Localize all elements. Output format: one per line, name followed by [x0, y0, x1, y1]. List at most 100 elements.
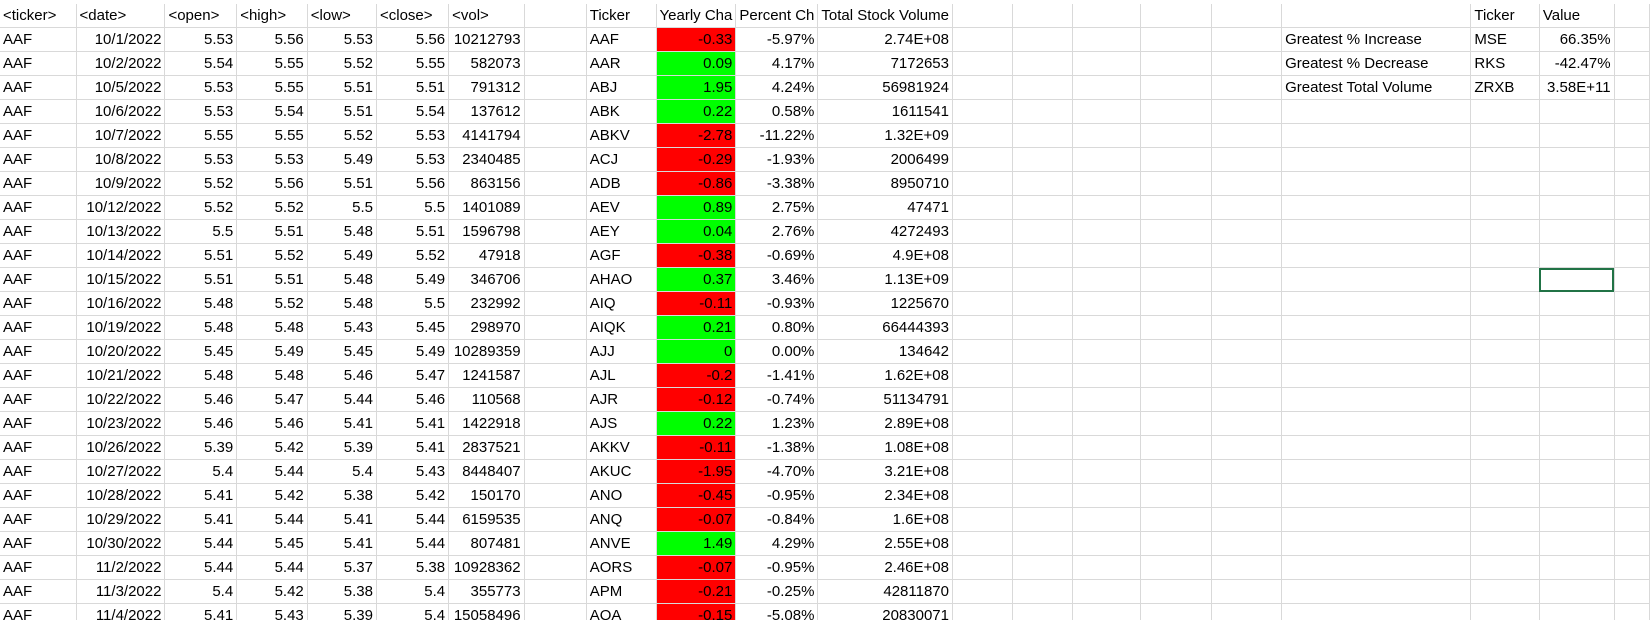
total-volume-cell[interactable]: 56981924: [818, 76, 953, 100]
empty-cell[interactable]: [1539, 172, 1614, 196]
empty-cell[interactable]: [524, 292, 586, 316]
empty-cell[interactable]: [1211, 268, 1282, 292]
total-volume-cell[interactable]: 20830071: [818, 604, 953, 621]
raw-data-cell[interactable]: 110568: [449, 388, 524, 412]
summary-ticker-cell[interactable]: ADB: [586, 172, 656, 196]
raw-data-cell[interactable]: 5.48: [307, 220, 376, 244]
yearly-change-cell[interactable]: 0.37: [656, 268, 736, 292]
empty-cell[interactable]: [1072, 316, 1140, 340]
percent-change-cell[interactable]: -4.70%: [736, 460, 818, 484]
percent-change-cell[interactable]: 4.29%: [736, 532, 818, 556]
empty-cell[interactable]: [1282, 100, 1471, 124]
empty-cell[interactable]: [1539, 340, 1614, 364]
raw-data-cell[interactable]: 582073: [449, 52, 524, 76]
raw-data-cell[interactable]: 5.52: [307, 52, 376, 76]
raw-header-cell[interactable]: <ticker>: [0, 4, 76, 28]
raw-data-cell[interactable]: 5.52: [307, 124, 376, 148]
empty-cell[interactable]: [1012, 316, 1072, 340]
empty-cell[interactable]: [524, 124, 586, 148]
empty-cell[interactable]: [952, 532, 1012, 556]
summary-header-cell[interactable]: Total Stock Volume: [818, 4, 953, 28]
raw-data-cell[interactable]: 10/2/2022: [76, 52, 165, 76]
raw-data-cell[interactable]: AAF: [0, 340, 76, 364]
empty-cell[interactable]: [1012, 148, 1072, 172]
yearly-change-cell[interactable]: 1.49: [656, 532, 736, 556]
empty-cell[interactable]: [1471, 220, 1540, 244]
empty-cell[interactable]: [1211, 484, 1282, 508]
empty-cell[interactable]: [524, 4, 586, 28]
raw-data-cell[interactable]: 10212793: [449, 28, 524, 52]
raw-header-cell[interactable]: <high>: [237, 4, 308, 28]
raw-data-cell[interactable]: 10/27/2022: [76, 460, 165, 484]
empty-cell[interactable]: [1012, 196, 1072, 220]
empty-cell[interactable]: [1282, 604, 1471, 621]
raw-data-cell[interactable]: AAF: [0, 268, 76, 292]
empty-cell[interactable]: [1140, 28, 1211, 52]
summary-ticker-cell[interactable]: ABKV: [586, 124, 656, 148]
empty-cell[interactable]: [1471, 412, 1540, 436]
raw-data-cell[interactable]: 5.46: [165, 388, 237, 412]
empty-cell[interactable]: [1539, 532, 1614, 556]
raw-data-cell[interactable]: 11/4/2022: [76, 604, 165, 621]
summary-ticker-cell[interactable]: AIQK: [586, 316, 656, 340]
empty-cell[interactable]: [1211, 580, 1282, 604]
greatest-value-cell[interactable]: 66.35%: [1539, 28, 1614, 52]
empty-cell[interactable]: [952, 460, 1012, 484]
raw-data-cell[interactable]: AAF: [0, 220, 76, 244]
empty-cell[interactable]: [1211, 436, 1282, 460]
raw-data-cell[interactable]: 5.38: [376, 556, 448, 580]
total-volume-cell[interactable]: 1611541: [818, 100, 953, 124]
empty-cell[interactable]: [1140, 244, 1211, 268]
yearly-change-cell[interactable]: -0.86: [656, 172, 736, 196]
empty-cell[interactable]: [524, 340, 586, 364]
raw-data-cell[interactable]: 2340485: [449, 148, 524, 172]
percent-change-cell[interactable]: 4.17%: [736, 52, 818, 76]
empty-cell[interactable]: [1140, 460, 1211, 484]
empty-cell[interactable]: [1614, 292, 1649, 316]
empty-cell[interactable]: [1614, 4, 1649, 28]
raw-data-cell[interactable]: 5.53: [165, 148, 237, 172]
empty-cell[interactable]: [524, 484, 586, 508]
empty-cell[interactable]: [1072, 340, 1140, 364]
raw-data-cell[interactable]: 10928362: [449, 556, 524, 580]
empty-cell[interactable]: [1539, 244, 1614, 268]
raw-data-cell[interactable]: 5.51: [307, 100, 376, 124]
raw-data-cell[interactable]: 4141794: [449, 124, 524, 148]
empty-cell[interactable]: [1471, 436, 1540, 460]
raw-data-cell[interactable]: 5.51: [165, 268, 237, 292]
summary-header-cell[interactable]: Ticker: [586, 4, 656, 28]
yearly-change-cell[interactable]: 1.95: [656, 76, 736, 100]
raw-header-cell[interactable]: <vol>: [449, 4, 524, 28]
raw-data-cell[interactable]: 5.4: [376, 580, 448, 604]
raw-data-cell[interactable]: 5.4: [165, 580, 237, 604]
raw-data-cell[interactable]: 5.47: [376, 364, 448, 388]
raw-data-cell[interactable]: 5.51: [376, 76, 448, 100]
empty-cell[interactable]: [524, 532, 586, 556]
raw-data-cell[interactable]: 5.43: [376, 460, 448, 484]
raw-data-cell[interactable]: 5.52: [376, 244, 448, 268]
summary-ticker-cell[interactable]: AAF: [586, 28, 656, 52]
raw-data-cell[interactable]: AAF: [0, 292, 76, 316]
empty-cell[interactable]: [1211, 508, 1282, 532]
yearly-change-cell[interactable]: -0.29: [656, 148, 736, 172]
empty-cell[interactable]: [1140, 172, 1211, 196]
greatest-value-cell[interactable]: 3.58E+11: [1539, 76, 1614, 100]
empty-cell[interactable]: [1012, 244, 1072, 268]
raw-data-cell[interactable]: 5.41: [165, 604, 237, 621]
empty-cell[interactable]: [1471, 364, 1540, 388]
total-volume-cell[interactable]: 1.6E+08: [818, 508, 953, 532]
total-volume-cell[interactable]: 7172653: [818, 52, 953, 76]
raw-data-cell[interactable]: 5.54: [376, 100, 448, 124]
empty-cell[interactable]: [1140, 220, 1211, 244]
greatest-label-cell[interactable]: Greatest Total Volume: [1282, 76, 1471, 100]
raw-data-cell[interactable]: 15058496: [449, 604, 524, 621]
empty-cell[interactable]: [1012, 28, 1072, 52]
empty-cell[interactable]: [1211, 172, 1282, 196]
empty-cell[interactable]: [1012, 388, 1072, 412]
empty-cell[interactable]: [1211, 52, 1282, 76]
percent-change-cell[interactable]: -3.38%: [736, 172, 818, 196]
empty-cell[interactable]: [1211, 412, 1282, 436]
empty-cell[interactable]: [1282, 508, 1471, 532]
empty-cell[interactable]: [1471, 292, 1540, 316]
empty-cell[interactable]: [1012, 76, 1072, 100]
